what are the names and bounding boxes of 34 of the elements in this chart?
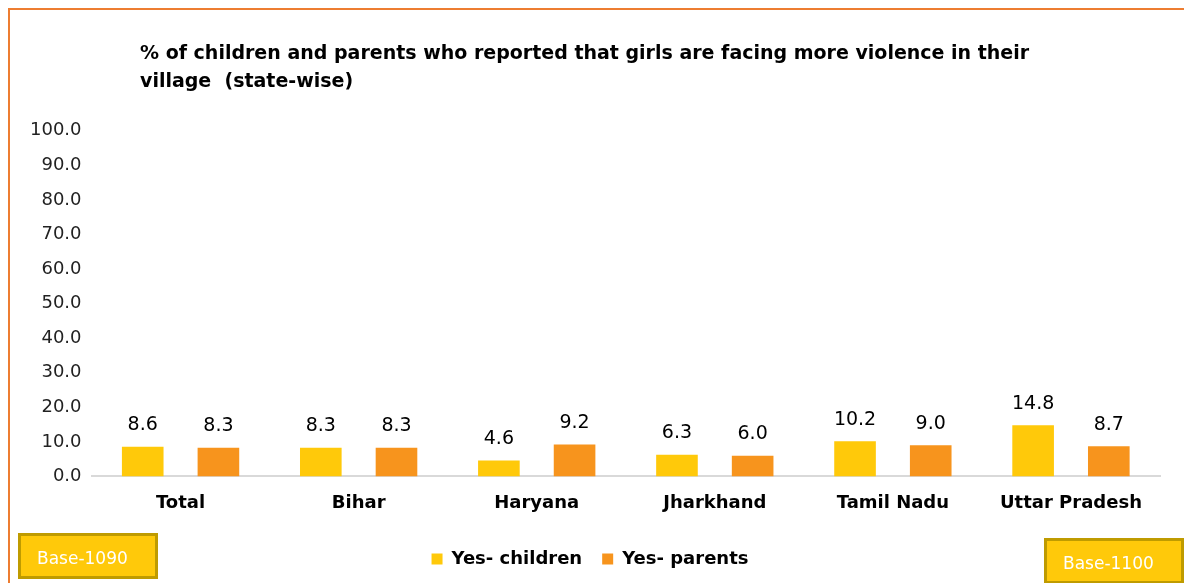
y-tick-label: 50.0 — [41, 291, 82, 313]
y-tick-label: 100.0 — [30, 118, 82, 140]
text: Base-1090 — [18, 533, 158, 579]
data-label: 10.2 — [833, 406, 877, 429]
data-label: 14.8 — [1011, 390, 1055, 413]
y-tick-label: 70.0 — [41, 222, 82, 244]
y-tick-label: 0.0 — [52, 464, 82, 486]
chart-title: % of children and parents who reported that girls are facing more violence in their village (state-wise) — [140, 40, 1031, 93]
y-tick-label: 20.0 — [41, 394, 82, 416]
x-tick-label: Jharkhand — [661, 490, 767, 512]
data-label: 6.3 — [661, 420, 693, 443]
data-label: 6.0 — [737, 421, 768, 444]
legend-label: Yes- children — [450, 546, 583, 568]
y-tick-label: 10.0 — [41, 429, 82, 451]
y-tick-label: 30.0 — [41, 360, 82, 382]
x-tick-label: Haryana — [494, 490, 580, 512]
data-label: 8.7 — [1093, 411, 1124, 434]
x-tick-label: Uttar Pradesh — [999, 490, 1142, 512]
text: Base-1100 — [1044, 538, 1184, 583]
data-label: 9.0 — [915, 410, 946, 433]
y-tick-label: 90.0 — [41, 153, 82, 175]
data-label: 8.3 — [203, 413, 234, 436]
y-tick-label: 60.0 — [41, 256, 82, 278]
y-tick-label: 40.0 — [41, 325, 82, 347]
y-tick-label: 80.0 — [41, 187, 82, 209]
data-label: 8.3 — [305, 413, 336, 436]
x-tick-label: Total — [155, 490, 206, 512]
data-label: 9.2 — [559, 410, 590, 433]
data-label: 8.6 — [127, 412, 158, 435]
legend-label: Yes- parents — [621, 546, 749, 568]
x-tick-label: Tamil Nadu — [836, 490, 950, 512]
data-label: 4.6 — [483, 425, 514, 448]
data-label: 8.3 — [381, 413, 412, 436]
x-tick-label: Bihar — [331, 490, 386, 512]
